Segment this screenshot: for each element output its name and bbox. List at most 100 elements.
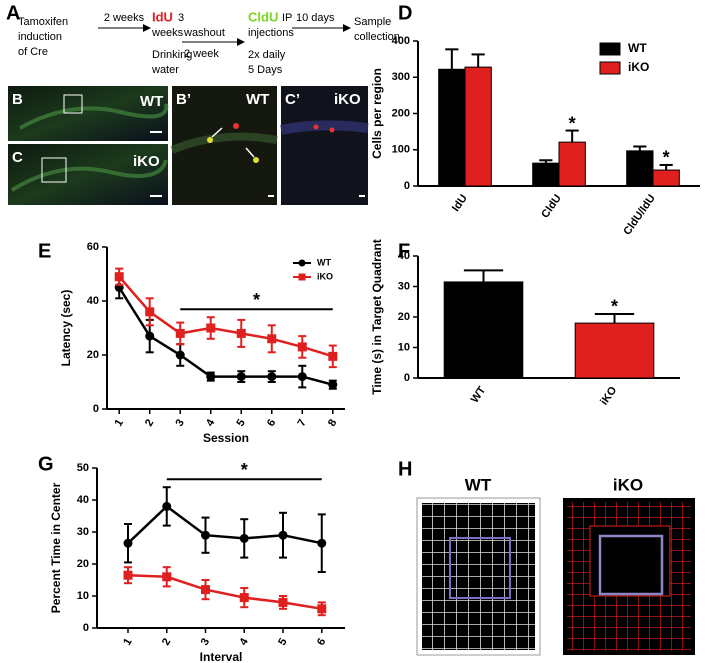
x-tick-label: 8 — [326, 417, 339, 428]
step-text: Drinking — [152, 49, 192, 61]
panel-label: E — [38, 240, 51, 262]
x-tick-label: 4 — [204, 417, 218, 429]
step-text: of Cre — [18, 46, 48, 58]
legend-marker — [298, 273, 306, 281]
panel-label: C — [12, 149, 23, 166]
point — [162, 572, 172, 582]
image-label: WT — [140, 93, 163, 110]
x-tick-label: CldU — [539, 192, 564, 220]
point — [297, 372, 307, 382]
image-label: iKO — [334, 91, 361, 108]
point — [206, 372, 216, 382]
y-tick-label: 300 — [392, 71, 410, 83]
x-tick-label: 3 — [199, 636, 212, 647]
image — [8, 86, 168, 141]
step-text: water — [151, 64, 179, 76]
point — [162, 501, 172, 511]
y-tick-label: 100 — [392, 144, 410, 156]
y-tick-label: 20 — [77, 558, 89, 570]
point — [267, 372, 277, 382]
x-tick-label: 6 — [265, 417, 278, 428]
point — [201, 530, 210, 540]
point — [267, 334, 277, 344]
interval-text: 10 days — [296, 12, 335, 24]
timeline: Tamoxifen induction of Cre 2 weeks IdU 3… — [18, 9, 400, 75]
panel-label: H — [398, 458, 412, 480]
y-tick-label: 30 — [398, 280, 410, 292]
bar — [652, 169, 680, 187]
step-text: 2x daily — [248, 49, 286, 61]
panel-label: C’ — [285, 91, 300, 108]
y-tick-label: 60 — [87, 241, 99, 253]
image-label: iKO — [613, 475, 643, 494]
x-tick-label: 2 — [160, 636, 173, 647]
point — [175, 350, 185, 360]
x-tick-label: WT — [469, 384, 489, 405]
legend-marker — [298, 259, 306, 267]
y-axis-label: Percent Time in Center — [49, 482, 63, 613]
marker-text: CldU — [248, 9, 278, 24]
step-text: 3 — [178, 12, 184, 24]
step-text: induction — [18, 31, 62, 43]
y-tick-label: 400 — [392, 35, 410, 47]
legend-swatch — [599, 42, 621, 56]
bar — [532, 162, 560, 187]
step-text: IP — [282, 12, 292, 24]
interval-text: washout — [183, 27, 225, 39]
point — [206, 323, 216, 333]
y-tick-label: 30 — [77, 526, 89, 538]
bar — [574, 322, 655, 379]
image-label: WT — [465, 475, 492, 494]
line — [127, 504, 323, 545]
step-text: injections — [248, 27, 294, 39]
y-axis-label: Cells per region — [370, 68, 384, 159]
x-tick-label: IdU — [450, 192, 470, 213]
y-tick-label: 0 — [404, 372, 410, 384]
x-tick-label: 1 — [112, 417, 125, 428]
point — [328, 351, 338, 361]
point — [236, 372, 246, 382]
y-tick-label: 0 — [93, 403, 99, 415]
x-tick-label: 5 — [276, 636, 289, 647]
image-label: WT — [246, 91, 269, 108]
bar — [464, 66, 492, 187]
y-tick-label: 200 — [392, 107, 410, 119]
legend-label: iKO — [317, 271, 333, 281]
y-tick-label: 10 — [398, 341, 410, 353]
y-tick-label: 10 — [77, 590, 89, 602]
x-tick-label: 2 — [143, 417, 156, 428]
y-axis-label: Latency (sec) — [59, 290, 73, 367]
y-tick-label: 40 — [87, 295, 99, 307]
x-tick-label: 4 — [237, 636, 251, 648]
panel-label: D — [398, 2, 412, 24]
step-text: Sample — [354, 16, 391, 28]
micrographs: B C B’ C’ WT iKO WT iKO — [8, 86, 369, 205]
x-axis-label: Interval — [200, 650, 243, 663]
legend-swatch — [599, 61, 621, 75]
point — [236, 328, 246, 338]
point — [123, 538, 133, 548]
point — [123, 570, 133, 580]
legend-label: iKO — [628, 60, 649, 74]
point — [297, 342, 307, 352]
point — [239, 593, 249, 603]
point — [317, 604, 327, 614]
bar — [438, 68, 466, 187]
bar — [558, 141, 586, 187]
x-axis-label: Session — [203, 431, 249, 445]
step-text: 5 Days — [248, 64, 283, 76]
x-tick-label: CldU/IdU — [621, 192, 657, 237]
point — [239, 533, 249, 543]
panel-label: A — [6, 2, 20, 24]
line — [118, 286, 334, 386]
significance-label: * — [241, 460, 248, 480]
x-tick-label: iKO — [598, 384, 619, 407]
y-tick-label: 0 — [83, 622, 89, 634]
step-text: Tamoxifen — [18, 16, 68, 28]
y-tick-label: 0 — [404, 180, 410, 192]
y-tick-label: 40 — [77, 494, 89, 506]
significance-label: * — [253, 290, 260, 310]
x-tick-label: 6 — [315, 636, 328, 647]
interval-text: 2 week — [184, 48, 219, 60]
